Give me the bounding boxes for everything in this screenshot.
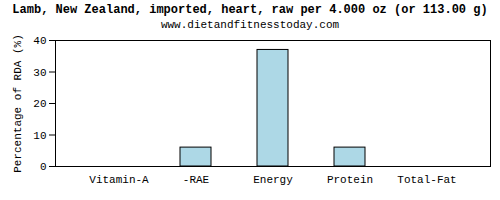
svg-text:40: 40: [33, 35, 46, 47]
svg-text:10: 10: [33, 130, 46, 142]
html-text:Lamb, New Zealand, imported, h: Lamb, New Zealand, imported, heart, raw …: [12, 3, 488, 17]
svg-text:Total-Fat: Total-Fat: [397, 174, 456, 186]
svg-text:Percentage of RDA (%): Percentage of RDA (%): [12, 34, 24, 173]
svg-text:-RAE: -RAE: [183, 174, 210, 186]
svg-text:20: 20: [33, 98, 46, 110]
html-text:www.dietandfitnesstoday.com: www.dietandfitnesstoday.com: [160, 19, 340, 31]
svg-text:30: 30: [33, 67, 46, 79]
svg-text:Vitamin-A: Vitamin-A: [89, 174, 149, 186]
svg-text:Protein: Protein: [327, 174, 373, 186]
svg-text:Energy: Energy: [253, 174, 293, 186]
svg-text:0: 0: [40, 161, 47, 173]
